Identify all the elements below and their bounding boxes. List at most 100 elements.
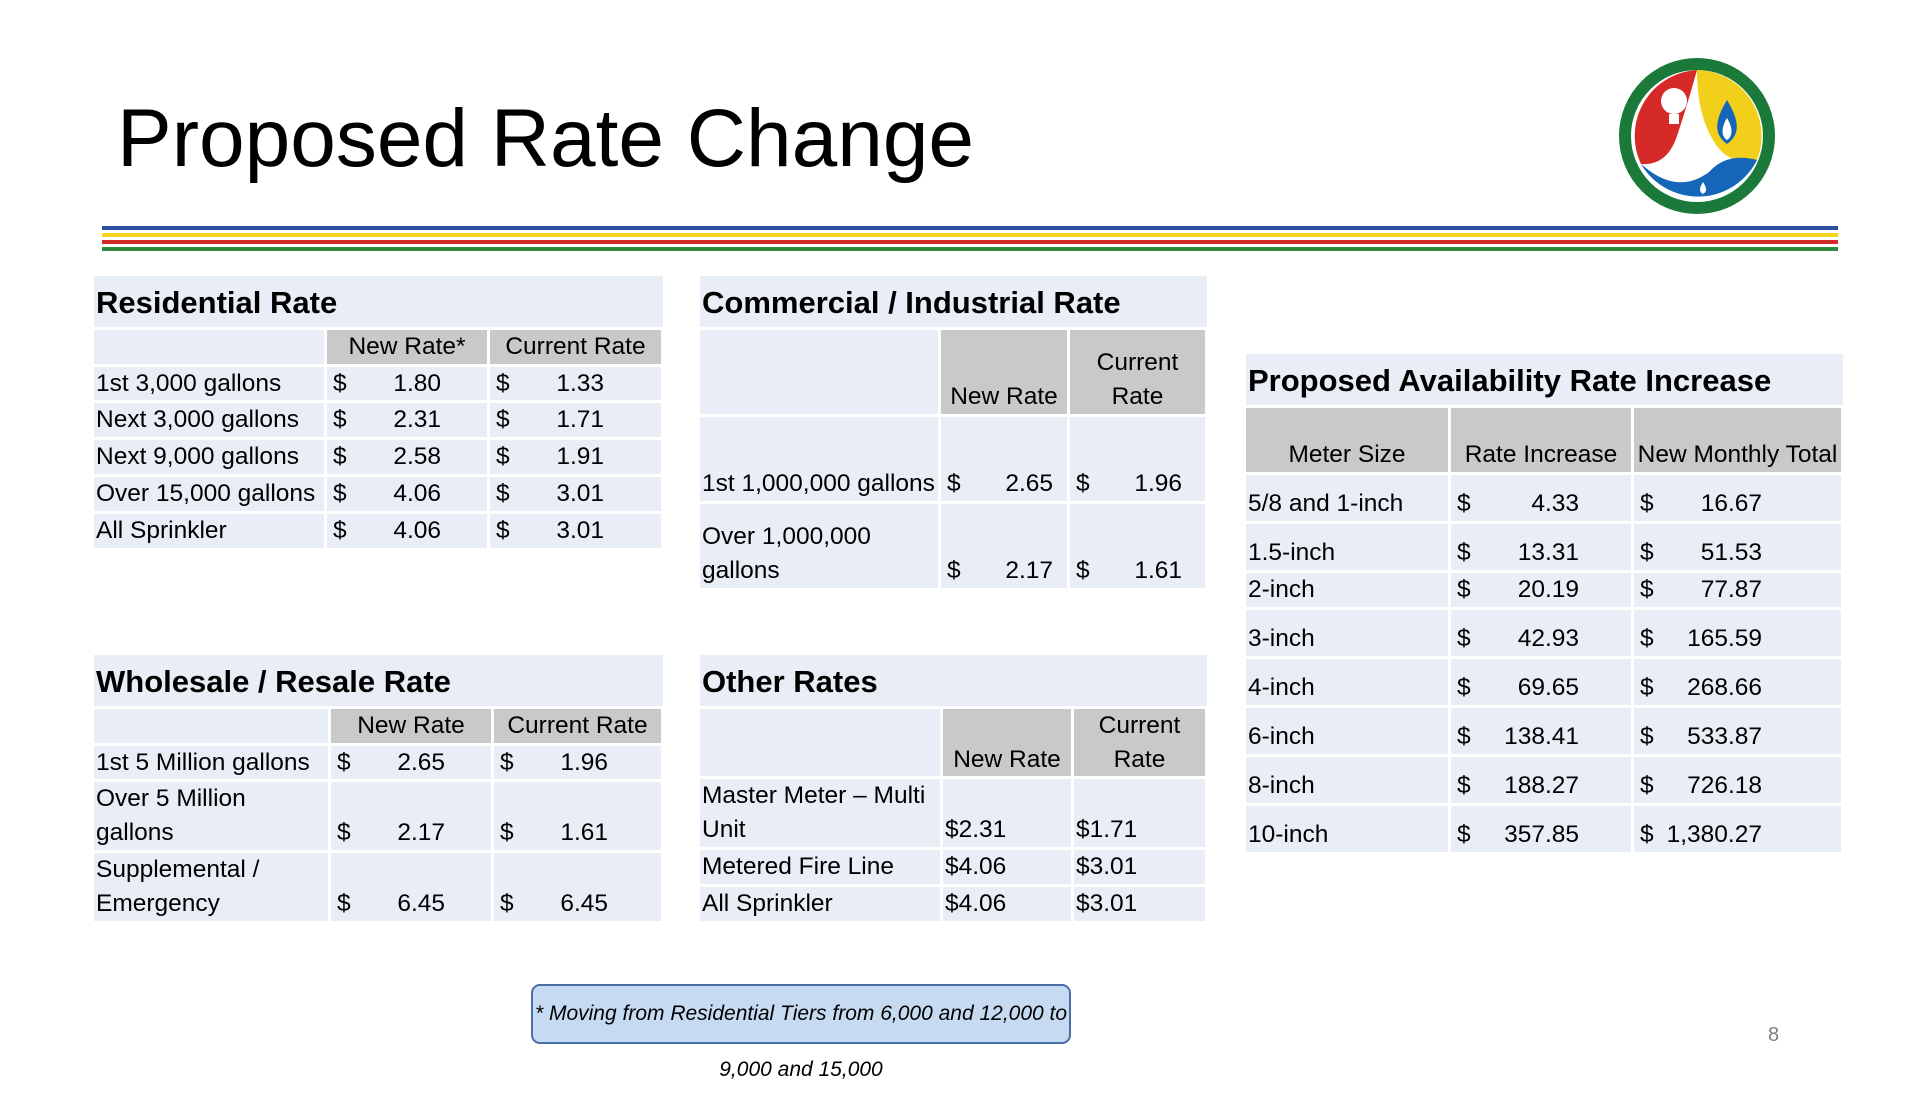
monthly-total-value: 165.59 [1687,624,1762,652]
currency-symbol: $ [333,479,347,507]
currency-symbol: $ [1457,722,1471,750]
currency-symbol: $ [1457,820,1471,848]
table-row: 1st 1,000,000 gallons $2.65 $1.96 [700,415,1208,504]
table-row: 6-inch $138.41 $533.87 [1246,706,1844,757]
table-row: Over 1,000,000 gallons $2.17 $1.61 [700,502,1208,591]
table-row: 5/8 and 1-inch $4.33 $16.67 [1246,473,1844,524]
currency-symbol: $ [1640,771,1654,799]
stripe-blue [102,226,1838,230]
rate-increase-value: 69.65 [1517,673,1579,701]
currency-symbol: $ [496,406,510,434]
lightbulb-icon [1661,88,1687,124]
new-rate-value: 2.65 [1005,469,1053,497]
new-rate-value: $2.31 [941,777,1074,850]
new-rate-value: 4.06 [393,516,441,544]
wholesale-rate-table: Wholesale / Resale Rate New Rate Current… [94,655,664,924]
monthly-total-value: 726.18 [1687,771,1762,799]
row-label: 3-inch [1246,608,1451,659]
row-label: All Sprinkler [94,512,327,551]
page-number: 8 [1768,1024,1780,1046]
commercial-rate-table: Commercial / Industrial Rate New Rate Cu… [700,276,1208,591]
table-title: Proposed Availability Rate Increase [1246,354,1843,408]
table-title: Other Rates [700,655,1207,709]
table-title: Commercial / Industrial Rate [700,276,1207,330]
currency-symbol: $ [1640,722,1654,750]
current-rate-value: 1.61 [560,819,608,847]
flame-icon [1717,100,1737,144]
rate-increase-value: 42.93 [1517,624,1579,652]
currency-symbol: $ [333,443,347,471]
page-title: Proposed Rate Change [117,93,975,184]
stripe-red [102,240,1838,244]
table-row: Next 9,000 gallons $2.58 $1.91 [94,438,664,477]
new-rate-value: 2.17 [397,819,445,847]
table-title: Residential Rate [94,276,663,330]
current-rate-value: 1.61 [1134,556,1182,584]
new-rate-value: $4.06 [941,848,1074,887]
table-row: Over 15,000 gallons $4.06 $3.01 [94,475,664,514]
new-rate-value: 2.31 [393,406,441,434]
table-title: Wholesale / Resale Rate [94,655,663,709]
currency-symbol: $ [496,443,510,471]
rate-increase-value: 4.33 [1531,489,1579,517]
header-blank [700,707,943,780]
currency-symbol: $ [1640,538,1654,566]
row-label: 6-inch [1246,706,1451,757]
currency-symbol: $ [496,516,510,544]
stripe-green [102,247,1838,251]
currency-symbol: $ [1640,673,1654,701]
residential-rate-table: Residential Rate New Rate* Current Rate … [94,276,664,551]
table-row: Over 5 Million gallons $2.17 $1.61 [94,780,664,853]
currency-symbol: $ [1640,489,1654,517]
currency-symbol: $ [337,889,351,917]
currency-symbol: $ [337,819,351,847]
row-label: Metered Fire Line [700,848,943,887]
currency-symbol: $ [496,369,510,397]
row-label: 1st 3,000 gallons [94,365,327,404]
row-label: Next 3,000 gallons [94,401,327,441]
row-label: 2-inch [1246,571,1451,610]
rate-increase-value: 20.19 [1517,575,1579,603]
row-label: All Sprinkler [700,885,943,924]
currency-symbol: $ [1076,556,1090,584]
currency-symbol: $ [947,469,961,497]
row-label: Over 5 Million gallons [94,780,331,853]
current-rate-value: 1.33 [556,369,604,397]
monthly-total-value: 268.66 [1687,673,1762,701]
monthly-total-value: 51.53 [1700,538,1762,566]
current-rate-value: 6.45 [560,889,608,917]
currency-symbol: $ [500,819,514,847]
other-rates-table: Other Rates New Rate Current Rate Master… [700,655,1208,924]
currency-symbol: $ [1076,469,1090,497]
monthly-total-value: 533.87 [1687,722,1762,750]
monthly-total-value: 16.67 [1700,489,1762,517]
new-rate-value: 2.65 [397,748,445,776]
current-rate-value: 3.01 [556,479,604,507]
table-row: Supplemental / Emergency $6.45 $6.45 [94,851,664,924]
currency-symbol: $ [1457,624,1471,652]
new-rate-value: 6.45 [397,889,445,917]
currency-symbol: $ [947,556,961,584]
header-blank [94,707,331,746]
column-header: New Rate [329,707,494,746]
row-label: 1st 5 Million gallons [94,744,331,783]
column-header: Current Rate [1068,328,1208,417]
current-rate-value: 1.91 [556,443,604,471]
header-blank [700,328,941,417]
current-rate-value: $1.71 [1072,777,1208,850]
table-row: 3-inch $42.93 $165.59 [1246,608,1844,659]
currency-symbol: $ [1457,489,1471,517]
current-rate-value: $3.01 [1072,848,1208,887]
currency-symbol: $ [500,889,514,917]
table-row: Next 3,000 gallons $2.31 $1.71 [94,401,664,441]
currency-symbol: $ [500,748,514,776]
table-row: 1st 3,000 gallons $1.80 $1.33 [94,365,664,404]
table-row: Metered Fire Line $4.06 $3.01 [700,848,1208,887]
utility-logo [1619,58,1775,214]
new-rate-value: 4.06 [393,479,441,507]
table-row: Master Meter – Multi Unit $2.31 $1.71 [700,777,1208,850]
monthly-total-value: 1,380.27 [1666,820,1762,848]
currency-symbol: $ [1457,771,1471,799]
currency-symbol: $ [337,748,351,776]
table-row: All Sprinkler $4.06 $3.01 [94,512,664,551]
